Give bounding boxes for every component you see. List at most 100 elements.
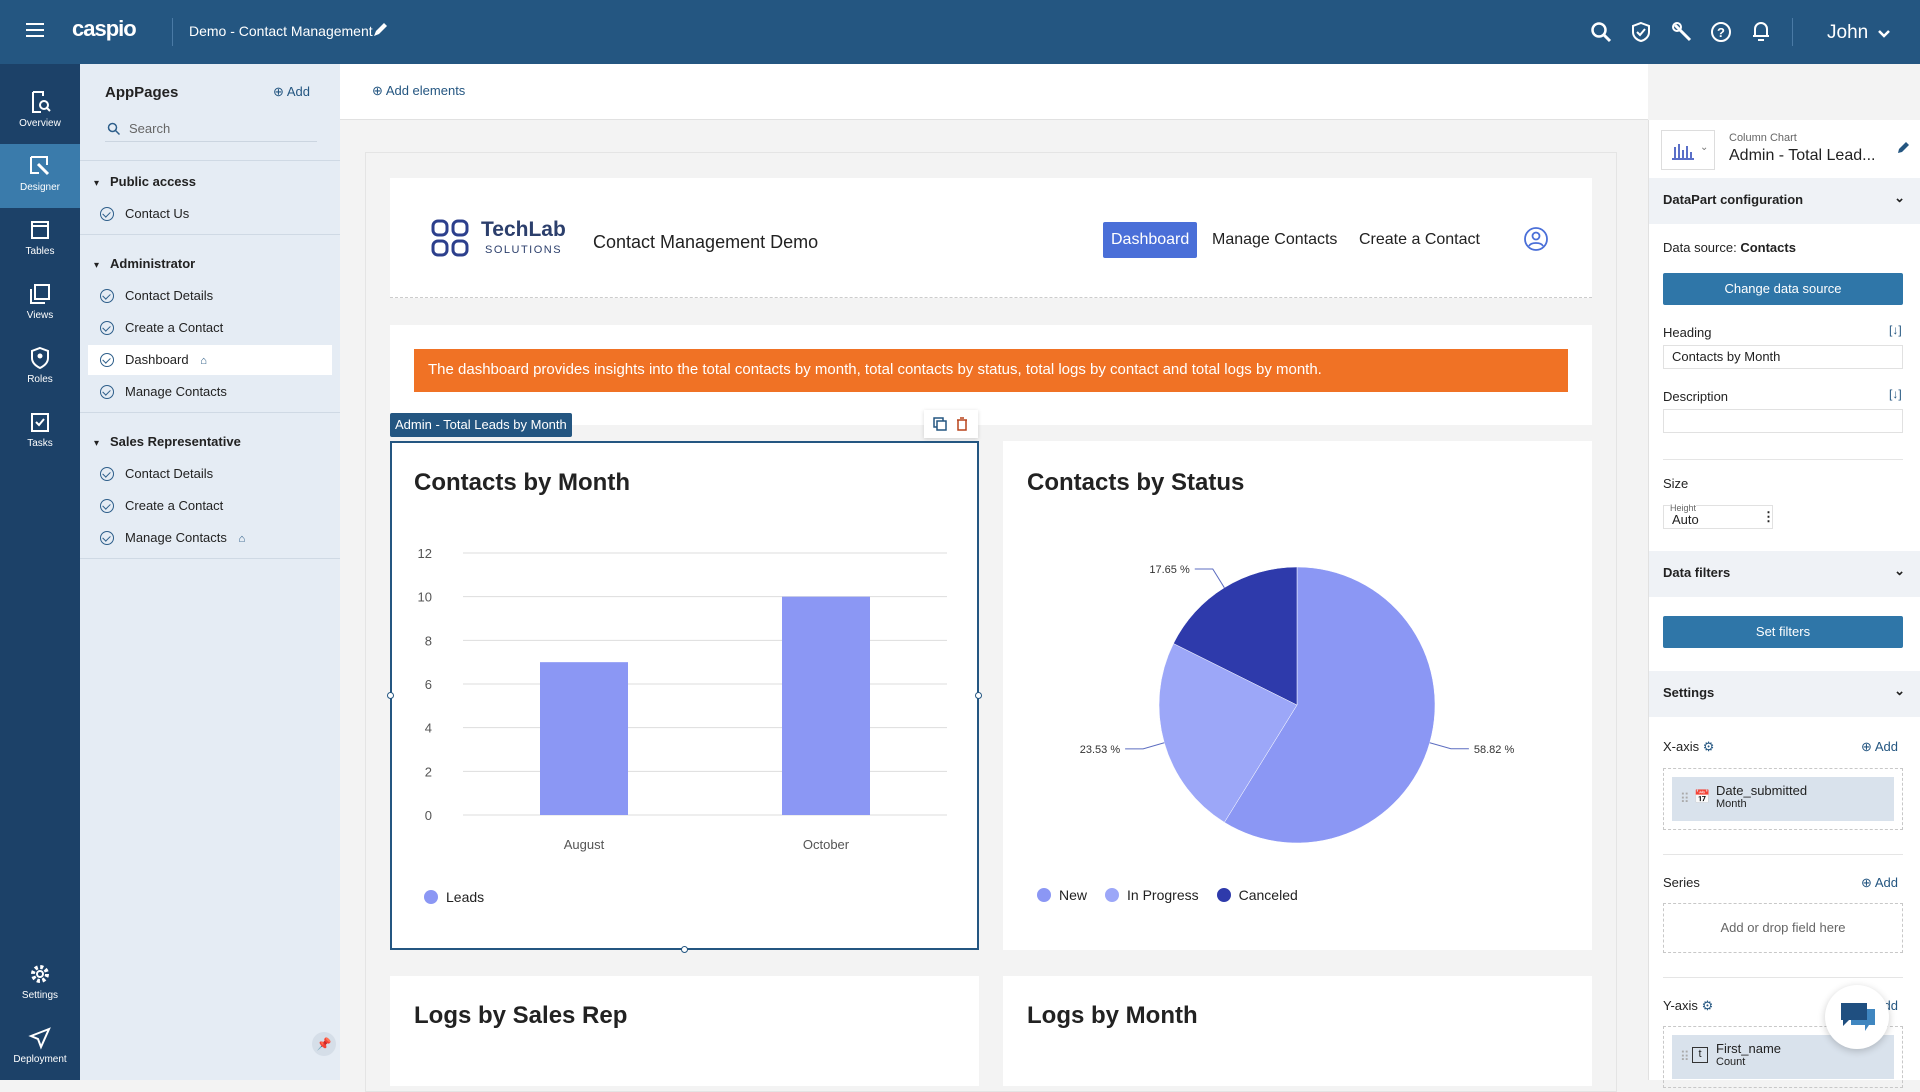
series-dropzone[interactable]: Add or drop field here	[1663, 903, 1903, 953]
y-tick-label: 4	[425, 721, 432, 736]
pie-slice-new[interactable]	[1224, 566, 1436, 844]
views-icon	[30, 284, 50, 304]
resize-handle-right[interactable]	[975, 692, 982, 699]
page-label: Dashboard	[125, 352, 189, 367]
rail-views[interactable]: Views	[0, 272, 80, 336]
edit-icon[interactable]	[1896, 141, 1910, 155]
page-group[interactable]: Administrator	[110, 256, 196, 271]
drag-handle-icon[interactable]: ⠿	[1680, 791, 1690, 806]
nav-dashboard[interactable]: Dashboard	[1103, 222, 1198, 258]
field-aggregation: Count	[1716, 1056, 1746, 1068]
page-group[interactable]: Public access	[110, 174, 196, 189]
height-select[interactable]: Height Auto ⋮	[1663, 503, 1775, 529]
resize-handle-left[interactable]	[387, 692, 394, 699]
brand-name: TechLab	[481, 218, 566, 241]
rail-deployment[interactable]: Deployment	[0, 1016, 80, 1080]
insert-field-icon[interactable]: [↓]	[1889, 323, 1902, 337]
chevron-down-icon[interactable]: ▾	[94, 260, 100, 271]
page-item[interactable]: Contact Details	[88, 281, 332, 311]
search-icon[interactable]	[1590, 21, 1612, 48]
page-item[interactable]: Contact Details	[88, 459, 332, 489]
chat-icon	[1841, 1003, 1875, 1031]
search-input[interactable]: Search	[105, 120, 317, 142]
section-settings[interactable]: Settings ⌄	[1649, 671, 1920, 717]
legend-item[interactable]: Canceled	[1216, 887, 1298, 903]
legend-item-leads[interactable]: Leads	[424, 889, 484, 905]
description-label: Description	[1663, 389, 1729, 404]
set-filters-button[interactable]: Set filters	[1663, 616, 1903, 648]
add-xaxis-button[interactable]: ⊕ Add	[1861, 739, 1898, 755]
help-icon[interactable]: ?	[1710, 21, 1732, 48]
section-datapart[interactable]: DataPart configuration ⌄	[1649, 178, 1920, 224]
chart-type-select[interactable]: ⌄	[1661, 130, 1715, 170]
page-item[interactable]: Contact Us	[88, 199, 332, 229]
page-item[interactable]: Manage Contacts ⌂	[88, 523, 332, 553]
page-label: Contact Us	[125, 206, 190, 221]
rail-overview[interactable]: Overview	[0, 80, 80, 144]
more-icon: ⋮	[1762, 509, 1775, 524]
change-data-source-button[interactable]: Change data source	[1663, 273, 1903, 305]
rail-tables[interactable]: Tables	[0, 208, 80, 272]
chevron-down-icon[interactable]: ▾	[94, 178, 100, 189]
caspio-logo[interactable]: caspio	[72, 16, 137, 41]
gear-icon[interactable]: ⚙	[1702, 739, 1715, 754]
chat-button[interactable]	[1825, 985, 1889, 1049]
brand-sub: SOLUTIONS	[485, 244, 563, 256]
trash-icon[interactable]	[956, 417, 968, 431]
chart-logs-by-month[interactable]: Logs by Month	[1003, 976, 1592, 1086]
pin-icon[interactable]: 📌	[312, 1032, 336, 1056]
chevron-down-icon[interactable]: ▾	[94, 438, 100, 449]
check-circle-icon	[100, 207, 114, 221]
legend-item[interactable]: In Progress	[1105, 887, 1199, 903]
element-type: Column Chart	[1729, 132, 1797, 144]
page-item[interactable]: Dashboard ⌂	[88, 345, 332, 375]
xaxis-field-chip[interactable]: ⠿ 📅 Date_submitted Month	[1672, 777, 1894, 821]
check-circle-icon	[100, 531, 114, 545]
user-name[interactable]: John	[1827, 22, 1869, 43]
insert-field-icon[interactable]: [↓]	[1889, 387, 1902, 401]
nav-manage-contacts[interactable]: Manage Contacts	[1212, 231, 1338, 248]
heading-input[interactable]: Contacts by Month	[1663, 345, 1903, 369]
page-item[interactable]: Create a Contact	[88, 491, 332, 521]
slice-label: 23.53 %	[1080, 744, 1121, 756]
chart-logs-by-sales-rep[interactable]: Logs by Sales Rep	[390, 976, 979, 1086]
bell-icon[interactable]	[1751, 20, 1771, 47]
wrench-icon[interactable]	[1671, 21, 1693, 48]
rail-settings[interactable]: Settings	[0, 952, 80, 1016]
gear-icon[interactable]: ⚙	[1701, 998, 1714, 1013]
menu-icon[interactable]	[26, 22, 44, 43]
legend-item[interactable]: New	[1037, 887, 1087, 903]
shield-check-icon[interactable]	[1631, 21, 1651, 48]
description-input[interactable]	[1663, 409, 1903, 433]
rail-tasks[interactable]: Tasks	[0, 400, 80, 464]
section-data-filters[interactable]: Data filters ⌄	[1649, 551, 1920, 597]
chevron-down-icon[interactable]	[1877, 26, 1891, 44]
bar-october[interactable]	[782, 596, 870, 815]
page-item[interactable]: Manage Contacts	[88, 377, 332, 407]
app-title: Demo - Contact Management	[189, 23, 373, 39]
label-leader	[1429, 742, 1469, 750]
user-profile-icon[interactable]	[1523, 226, 1549, 252]
nav-create-contact[interactable]: Create a Contact	[1359, 231, 1480, 248]
chart-title: Contacts by Status	[1027, 469, 1245, 496]
resize-handle-bottom[interactable]	[681, 946, 688, 953]
page-label: Manage Contacts	[125, 530, 227, 545]
chart-contacts-by-month[interactable]: Contacts by Month 0 2 4 6 8 10 12 August October…	[390, 441, 979, 950]
add-elements-button[interactable]: ⊕ Add elements	[372, 83, 465, 99]
duplicate-icon[interactable]	[933, 417, 947, 431]
add-page-button[interactable]: ⊕ Add	[273, 84, 310, 100]
rail-label: Overview	[19, 118, 61, 129]
xaxis-dropzone[interactable]: ⠿ 📅 Date_submitted Month	[1663, 768, 1903, 830]
pie-slice-in-progress[interactable]	[1158, 643, 1298, 823]
drag-handle-icon[interactable]: ⠿	[1680, 1049, 1690, 1064]
bar-august[interactable]	[540, 662, 628, 815]
rail-designer[interactable]: Designer	[0, 144, 80, 208]
overview-icon	[32, 91, 51, 113]
rail-roles[interactable]: Roles	[0, 336, 80, 400]
edit-title-icon[interactable]	[372, 22, 388, 43]
chart-contacts-by-status[interactable]: Contacts by Status 58.82 % 23.53 % 17.65 %…	[1003, 441, 1592, 950]
page-item[interactable]: Create a Contact	[88, 313, 332, 343]
page-group[interactable]: Sales Representative	[110, 434, 241, 449]
add-series-button[interactable]: ⊕ Add	[1861, 875, 1898, 891]
top-bar: caspio Demo - Contact Management ? John	[0, 0, 1920, 64]
